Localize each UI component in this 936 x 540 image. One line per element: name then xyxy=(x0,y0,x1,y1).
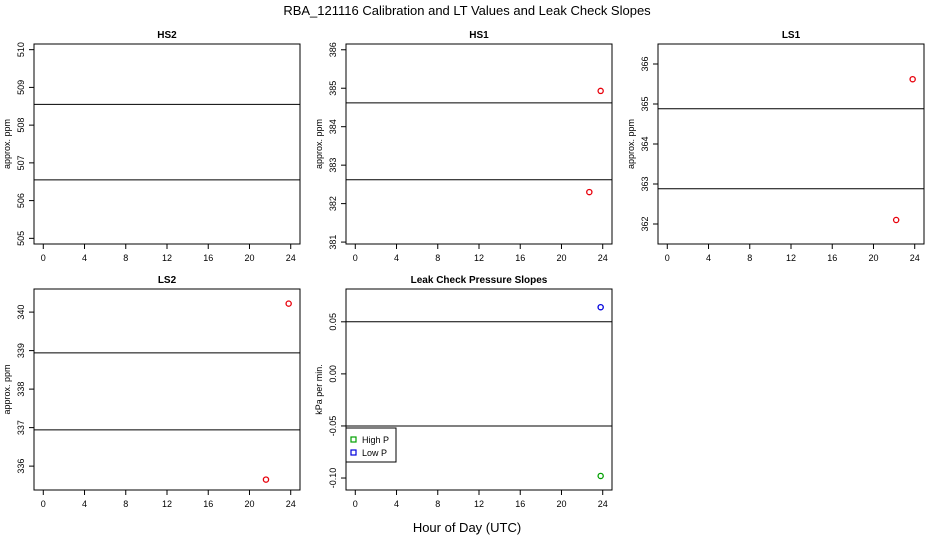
y-tick-label: 507 xyxy=(16,155,26,170)
x-tick-label: 16 xyxy=(515,499,525,509)
panel-title: LS2 xyxy=(158,275,177,286)
data-point xyxy=(892,216,900,224)
data-point xyxy=(285,300,292,307)
x-tick-label: 8 xyxy=(123,253,128,263)
x-tick-label: 20 xyxy=(244,499,254,509)
plot-frame xyxy=(33,288,301,491)
data-point xyxy=(597,472,604,480)
x-tick-label: 4 xyxy=(82,253,87,263)
y-tick-label: 0.00 xyxy=(328,365,338,383)
x-tick-label: 12 xyxy=(162,499,172,509)
x-tick-label: 4 xyxy=(706,253,711,263)
data-point xyxy=(586,188,593,196)
y-tick-label: 382 xyxy=(328,196,338,211)
y-tick-label: 381 xyxy=(328,235,338,250)
y-tick-label: 336 xyxy=(16,459,26,474)
x-tick-label: 0 xyxy=(41,499,46,509)
x-tick-label: 24 xyxy=(910,253,920,263)
y-tick-label: 339 xyxy=(16,343,26,358)
legend-box xyxy=(345,427,397,463)
x-tick-label: 8 xyxy=(123,499,128,509)
x-tick-label: 12 xyxy=(474,499,484,509)
y-tick-label: 340 xyxy=(16,305,26,320)
y-tick-label: 509 xyxy=(16,80,26,95)
x-tick-label: 12 xyxy=(474,253,484,263)
x-tick-label: 20 xyxy=(868,253,878,263)
y-axis-label: approx. ppm xyxy=(2,119,12,169)
panel-title: LS1 xyxy=(782,30,801,41)
y-tick-label: 365 xyxy=(640,96,650,111)
x-tick-label: 12 xyxy=(786,253,796,263)
y-tick-label: -0.05 xyxy=(328,416,338,437)
x-tick-label: 20 xyxy=(244,253,254,263)
figure-x-axis-label: Hour of Day (UTC) xyxy=(413,520,521,535)
plot-frame xyxy=(345,43,613,245)
y-tick-label: 0.05 xyxy=(328,313,338,331)
legend-marker xyxy=(350,436,357,443)
y-tick-label: 508 xyxy=(16,118,26,133)
y-axis-label: approx. ppm xyxy=(626,119,636,169)
y-tick-label: 506 xyxy=(16,193,26,208)
x-tick-label: 24 xyxy=(598,499,608,509)
x-tick-label: 0 xyxy=(665,253,670,263)
x-tick-label: 0 xyxy=(353,253,358,263)
x-tick-label: 20 xyxy=(556,253,566,263)
plot-frame xyxy=(33,43,301,245)
y-axis-label: approx. ppm xyxy=(314,119,324,169)
y-tick-label: 362 xyxy=(640,216,650,231)
chart-panel-4: LS2 approx. ppm 0 4 8 12 16 20 24 336 337 338 339 340 xyxy=(2,275,301,509)
x-tick-label: 16 xyxy=(203,499,213,509)
x-tick-label: 8 xyxy=(747,253,752,263)
x-tick-label: 12 xyxy=(162,253,172,263)
legend-marker xyxy=(350,449,357,456)
chart-panel-2: HS1 approx. ppm 0 4 8 12 16 20 24 381 382 383 384 385… xyxy=(314,30,613,263)
chart-panel-1: HS2 approx. ppm 0 4 8 12 16 20 24 505 506 507 508 509… xyxy=(2,30,301,263)
x-tick-label: 16 xyxy=(515,253,525,263)
x-tick-label: 24 xyxy=(286,253,296,263)
data-point xyxy=(597,303,604,311)
chart-panel-5: Leak Check Pressure Slopes kPa per min. 0 4… xyxy=(314,275,613,509)
y-tick-label: 364 xyxy=(640,136,650,151)
y-tick-label: 366 xyxy=(640,56,650,71)
x-tick-label: 0 xyxy=(41,253,46,263)
y-tick-label: 385 xyxy=(328,81,338,96)
x-tick-label: 4 xyxy=(82,499,87,509)
y-tick-label: 386 xyxy=(328,42,338,57)
y-axis-label: kPa per min. xyxy=(314,364,324,415)
chart-panel-3: LS1 approx. ppm 0 4 8 12 16 20 24 362 363 364 365 366 xyxy=(626,30,925,263)
figure-title: RBA_121116 Calibration and LT Values and… xyxy=(283,3,651,18)
legend-label: Low P xyxy=(362,448,387,458)
y-tick-label: 383 xyxy=(328,158,338,173)
plot-frame xyxy=(657,43,925,245)
legend: High P Low P xyxy=(345,427,397,463)
y-tick-label: 338 xyxy=(16,382,26,397)
panel-title: Leak Check Pressure Slopes xyxy=(411,275,548,286)
x-tick-label: 4 xyxy=(394,499,399,509)
y-tick-label: 363 xyxy=(640,176,650,191)
x-tick-label: 16 xyxy=(203,253,213,263)
panel-title: HS2 xyxy=(157,30,177,41)
chart-panels: HS2 approx. ppm 0 4 8 12 16 20 24 505 506 507 508 509… xyxy=(2,30,925,509)
y-axis-label: approx. ppm xyxy=(2,364,12,414)
y-tick-label: 505 xyxy=(16,231,26,246)
data-point xyxy=(262,476,270,483)
y-tick-label: -0.10 xyxy=(328,468,338,489)
x-tick-label: 8 xyxy=(435,499,440,509)
data-point xyxy=(597,87,604,95)
y-tick-label: 384 xyxy=(328,119,338,134)
y-tick-label: 510 xyxy=(16,42,26,57)
x-tick-label: 24 xyxy=(598,253,608,263)
x-tick-label: 24 xyxy=(286,499,296,509)
x-tick-label: 4 xyxy=(394,253,399,263)
panel-title: HS1 xyxy=(469,30,489,41)
y-tick-label: 337 xyxy=(16,420,26,435)
x-tick-label: 0 xyxy=(353,499,358,509)
legend-label: High P xyxy=(362,435,389,445)
x-tick-label: 16 xyxy=(827,253,837,263)
x-tick-label: 20 xyxy=(556,499,566,509)
x-tick-label: 8 xyxy=(435,253,440,263)
data-point xyxy=(909,75,916,83)
